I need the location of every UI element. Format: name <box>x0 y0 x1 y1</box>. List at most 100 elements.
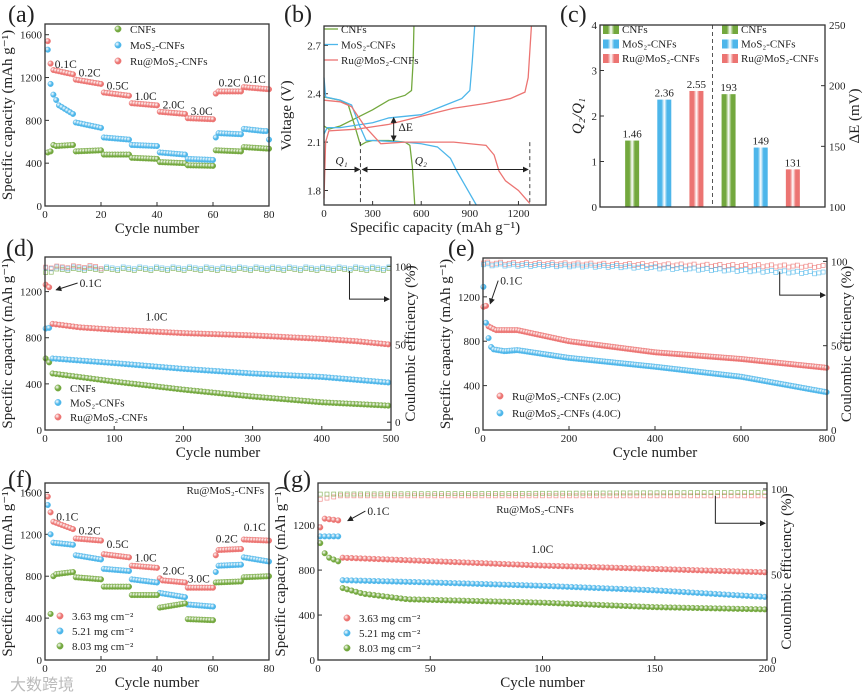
ce-point <box>820 269 826 275</box>
legend-marker <box>343 644 351 652</box>
annotation: 0.2C <box>219 78 241 90</box>
y-right-tick-label: 50 <box>831 341 843 353</box>
y-tick-label: 400 <box>26 379 43 391</box>
ce-point <box>764 268 770 274</box>
legend-label: Ru@MoS₂-CNFs <box>622 53 700 65</box>
annotation: 0.1C <box>56 512 78 524</box>
annotation: 0.2C <box>79 525 101 537</box>
data-point <box>69 110 76 117</box>
x-tick-label: 600 <box>413 208 430 220</box>
ce-point <box>314 266 320 272</box>
bar-value-label: 131 <box>785 157 802 169</box>
y-tick-label: 800 <box>26 571 43 583</box>
ce-point <box>87 266 93 271</box>
ce-point <box>728 493 734 499</box>
ce-point <box>104 266 109 271</box>
annotation: 3.0C <box>188 573 210 585</box>
ce-point <box>786 270 792 276</box>
ce-point <box>634 490 640 496</box>
y-right-tick-label: 50 <box>395 339 407 351</box>
ce-point <box>760 269 766 275</box>
ce-point <box>338 491 343 497</box>
ce-point <box>533 490 539 496</box>
ce-point <box>641 490 646 496</box>
ce-point <box>176 267 181 272</box>
ce-point <box>331 491 337 497</box>
ce-point <box>635 262 641 267</box>
x-tick-label: 80 <box>264 663 276 675</box>
ce-point <box>131 266 137 272</box>
legend-label: Ru@MoS₂-CNFs <box>341 55 419 67</box>
ce-point <box>48 265 54 271</box>
ce-point <box>640 264 645 269</box>
ce-point <box>493 491 498 496</box>
panel-letter: (d) <box>6 236 34 262</box>
ce-point <box>336 266 342 271</box>
legend-label: MoS₂-CNFs <box>622 39 677 51</box>
data-point <box>212 569 219 576</box>
ce-point <box>747 264 753 270</box>
series-dots <box>42 324 392 386</box>
ce-point <box>513 491 518 496</box>
ce-point <box>687 262 693 268</box>
ce-point <box>812 264 817 270</box>
ce-point <box>700 262 706 268</box>
ce-point <box>782 262 787 268</box>
ce-point <box>708 490 714 495</box>
ce-point <box>459 491 465 496</box>
y-tick-label: 0 <box>592 202 598 214</box>
legend-marker <box>496 392 504 400</box>
x-tick-label: 0 <box>480 433 486 445</box>
ce-point <box>292 265 298 271</box>
ce-point <box>54 263 60 269</box>
y-tick-label: 2 <box>592 111 598 123</box>
annotation: 3.0C <box>191 106 213 118</box>
bar-right <box>753 147 768 207</box>
ce-point <box>76 264 82 270</box>
ce-point <box>76 265 82 271</box>
ce-point <box>220 264 226 270</box>
x-tick-label: 40 <box>152 209 164 221</box>
ce-point <box>385 491 390 497</box>
ce-point <box>540 493 545 499</box>
ce-point <box>391 491 397 497</box>
ce-point <box>661 493 667 499</box>
ce-point <box>170 264 176 270</box>
ce-point <box>198 268 204 273</box>
legend-label: 3.63 mg cm⁻² <box>72 611 134 623</box>
ce-point <box>165 266 170 272</box>
ce-point <box>708 263 714 269</box>
ce-point <box>755 490 761 495</box>
ce-point <box>214 266 220 272</box>
data-point <box>237 148 244 155</box>
ce-point <box>159 267 165 272</box>
y-right-tick-label: 250 <box>829 20 846 32</box>
y-tick-label: 2.4 <box>307 89 321 101</box>
ce-point <box>717 266 723 272</box>
x-tick-label: 80 <box>264 209 276 221</box>
ce-point <box>93 264 98 269</box>
plot-area: CNFs MoS₂-CNFs Ru@MoS₂-CNFs 0.1C 1.0C <box>42 263 392 424</box>
ce-point <box>748 493 754 499</box>
ce-point <box>358 267 364 272</box>
ce-point <box>253 264 259 270</box>
series-line <box>323 99 531 204</box>
panel-d: (d) 0 100 200 300 400 500 0 400 800 1200 0 50 100 Cycl… <box>0 236 419 461</box>
legend-label: 3.63 mg cm⁻² <box>359 613 421 625</box>
ce-point <box>751 268 757 274</box>
ce-point <box>203 266 209 271</box>
x-tick-label: 600 <box>733 433 750 445</box>
ce-point <box>59 264 65 270</box>
x-tick-label: 800 <box>819 433 836 445</box>
y-right-tick-label: 200 <box>829 81 846 93</box>
y-right-tick-label: 0 <box>395 417 401 429</box>
plot-frame <box>317 482 768 661</box>
ce-point <box>519 490 525 496</box>
data-point <box>237 88 244 95</box>
y-tick-label: 1600 <box>20 487 43 499</box>
annotation: 0.2C <box>216 534 238 546</box>
series-line <box>323 96 416 206</box>
ce-point <box>248 266 253 272</box>
x-axis-label: Cycle number <box>176 445 261 461</box>
x-tick-label: 60 <box>208 209 220 221</box>
